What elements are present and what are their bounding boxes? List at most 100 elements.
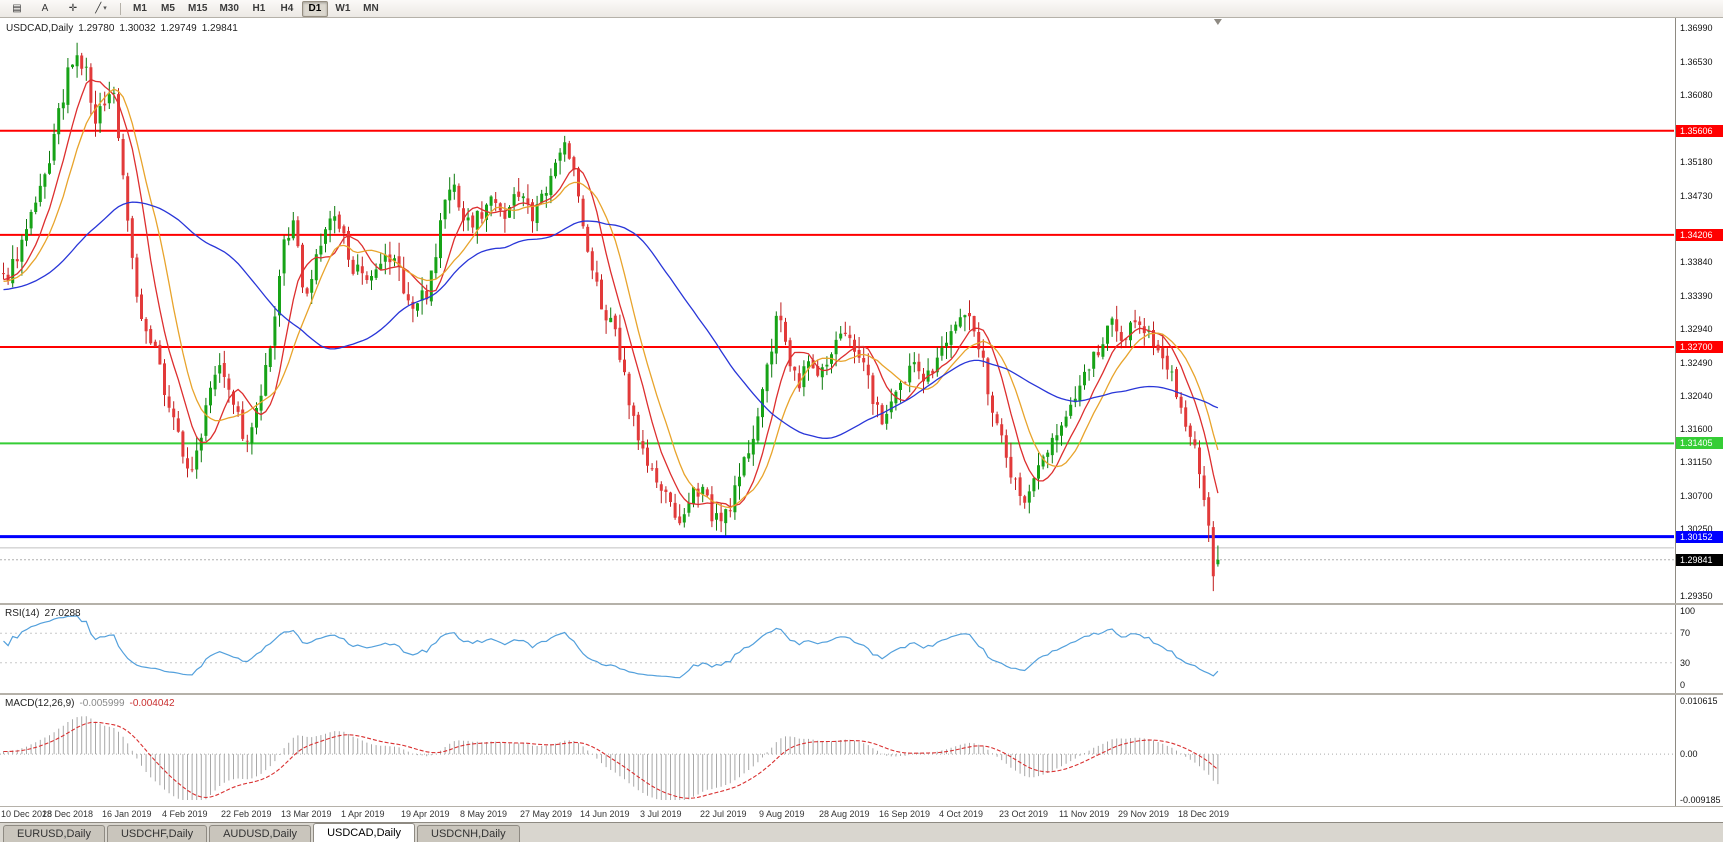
ma-fast-red xyxy=(3,78,1219,508)
down-candle-wicks xyxy=(3,52,1214,592)
macd-signal-value: -0.004042 xyxy=(129,698,175,709)
price-badge-support-blue: 1.30152 xyxy=(1676,530,1723,543)
line-tools-icon[interactable]: ╱ ▾ xyxy=(95,2,107,14)
time-axis-label: 10 Dec 2018 xyxy=(1,809,53,819)
time-axis-label: 1 Apr 2019 xyxy=(341,809,385,819)
macd-label: MACD(12,26,9) -0.005999 -0.004042 xyxy=(5,698,180,709)
time-axis[interactable]: 10 Dec 2018 28 Dec 2018 16 Jan 2019 4 Feb 2… xyxy=(0,807,1675,822)
price-axis-label: 1.33390 xyxy=(1680,290,1713,301)
time-axis-label: 22 Jul 2019 xyxy=(700,809,747,819)
price-axis-label: 1.32940 xyxy=(1680,324,1713,335)
macd-axis: 0.010615 0.00 -0.009185 xyxy=(1675,695,1723,806)
time-axis-label: 9 Aug 2019 xyxy=(759,809,805,819)
timeframe-W1[interactable]: W1 xyxy=(335,2,351,14)
timeframe-M15[interactable]: M15 xyxy=(188,2,208,14)
timeframe-MN[interactable]: MN xyxy=(363,2,379,14)
tab-usdchf[interactable]: USDCHF,Daily xyxy=(106,825,208,842)
time-axis-label: 13 Mar 2019 xyxy=(281,809,332,819)
chart-shift-marker[interactable] xyxy=(1213,19,1222,25)
time-axis-label: 18 Dec 2019 xyxy=(1178,809,1230,819)
price-axis-label: 1.35180 xyxy=(1680,157,1713,168)
price-badge-resistance-3: 1.32700 xyxy=(1676,340,1723,353)
toolbar-separator xyxy=(120,2,121,15)
time-axis-label: 11 Nov 2019 xyxy=(1059,809,1110,819)
rsi-axis-label: 70 xyxy=(1680,628,1691,639)
timeframe-H1[interactable]: H1 xyxy=(252,2,266,14)
time-axis-label: 23 Oct 2019 xyxy=(999,809,1049,819)
macd-title: MACD(12,26,9) xyxy=(5,698,75,709)
down-candle-bodies xyxy=(2,55,1215,577)
main-price-chart[interactable] xyxy=(0,18,1675,603)
price-badge-resistance-2: 1.34206 xyxy=(1676,228,1723,241)
rsi-indicator-panel[interactable] xyxy=(0,605,1675,693)
timeframe-H4[interactable]: H4 xyxy=(280,2,294,14)
chart-symbol-period: USDCAD,Daily xyxy=(6,23,74,34)
time-axis-label: 14 Jun 2019 xyxy=(580,809,630,819)
macd-signal-line xyxy=(3,721,1219,799)
time-axis-label: 4 Oct 2019 xyxy=(939,809,984,819)
time-axis-label: 16 Sep 2019 xyxy=(879,809,931,819)
rsi-line xyxy=(3,615,1219,679)
timeframe-D1[interactable]: D1 xyxy=(301,0,328,17)
macd-axis-label: -0.009185 xyxy=(1680,795,1721,805)
timeframe-button-group: M1 M5 M15 M30 H1 H4 D1 W1 MN xyxy=(126,0,385,17)
tab-usdcnh[interactable]: USDCNH,Daily xyxy=(417,825,520,842)
price-axis-label: 1.31150 xyxy=(1680,457,1712,468)
price-axis-label: 1.30250 xyxy=(1680,524,1713,535)
chart-title: USDCAD,Daily 1.29780 1.30032 1.29749 1.29841 xyxy=(6,23,243,34)
time-axis-label: 16 Jan 2019 xyxy=(102,809,152,819)
chart-tabs-bar: EURUSD,Daily USDCHF,Daily AUDUSD,Daily USDC… xyxy=(0,822,1723,842)
macd-axis-label: 0.00 xyxy=(1680,749,1698,760)
time-axis-separator xyxy=(0,806,1723,807)
price-axis-label: 1.31600 xyxy=(1680,423,1713,434)
dropdown-caret-icon: ▾ xyxy=(103,4,107,12)
timeframe-M5[interactable]: M5 xyxy=(161,2,175,14)
macd-main-value: -0.005999 xyxy=(79,698,125,709)
rsi-axis-label: 30 xyxy=(1680,657,1691,668)
bid-price-badge: 1.29841 xyxy=(1676,553,1723,566)
macd-indicator-panel[interactable] xyxy=(0,695,1675,806)
price-axis-label: 1.30700 xyxy=(1680,490,1713,501)
price-axis-label: 1.32490 xyxy=(1680,357,1713,368)
time-axis-label: 8 May 2019 xyxy=(460,809,508,819)
time-axis-label: 27 May 2019 xyxy=(520,809,573,819)
price-axis-label: 1.33840 xyxy=(1680,257,1713,268)
price-badge-resistance-1: 1.35606 xyxy=(1676,124,1723,137)
ohlc-close: 1.29841 xyxy=(201,23,238,34)
rsi-value: 27.0288 xyxy=(44,608,81,619)
time-axis-label: 22 Feb 2019 xyxy=(221,809,272,819)
tab-eurusd[interactable]: EURUSD,Daily xyxy=(3,825,105,842)
price-axis-label: 1.36080 xyxy=(1680,90,1713,101)
time-axis-label: 29 Nov 2019 xyxy=(1118,809,1170,819)
rsi-axis-label: 100 xyxy=(1680,606,1696,616)
time-axis-label: 28 Aug 2019 xyxy=(819,809,870,819)
tab-audusd[interactable]: AUDUSD,Daily xyxy=(209,825,312,842)
time-axis-label: 4 Feb 2019 xyxy=(162,809,208,819)
price-axis-label: 1.34730 xyxy=(1680,190,1713,201)
crosshair-icon[interactable]: ✛ xyxy=(68,2,78,14)
toolbar-icon-group: ▤ A ✛ ╱ ▾ xyxy=(3,1,115,17)
timeframe-M1[interactable]: M1 xyxy=(133,2,147,14)
ohlc-open: 1.29780 xyxy=(78,23,115,34)
tab-usdcad[interactable]: USDCAD,Daily xyxy=(313,823,416,842)
rsi-axis: 100 70 30 0 xyxy=(1675,605,1723,693)
price-axis[interactable]: 1.36990 1.36530 1.36080 1.35180 1.34730 1.338… xyxy=(1675,18,1723,603)
charts-grid-icon[interactable]: ▤ xyxy=(12,2,22,14)
price-axis-label: 1.29350 xyxy=(1680,591,1713,602)
macd-axis-label: 0.010615 xyxy=(1680,696,1718,706)
ma-mid-orange xyxy=(3,88,1219,509)
text-tool-icon[interactable]: A xyxy=(41,2,49,14)
panel-splitter-macd[interactable] xyxy=(0,693,1723,695)
ohlc-low: 1.29749 xyxy=(160,23,197,34)
toolbar: ▤ A ✛ ╱ ▾ M1 M5 M15 M30 H1 H4 D1 W1 MN xyxy=(0,0,1723,18)
panel-splitter-rsi[interactable] xyxy=(0,603,1723,605)
price-axis-label: 1.32040 xyxy=(1680,391,1713,402)
macd-histogram xyxy=(3,716,1219,800)
price-axis-label: 1.36530 xyxy=(1680,56,1713,67)
price-badge-support-green: 1.31405 xyxy=(1676,437,1723,450)
timeframe-M30[interactable]: M30 xyxy=(219,2,239,14)
ohlc-high: 1.30032 xyxy=(119,23,156,34)
ma-slow-blue xyxy=(3,201,1219,439)
rsi-label: RSI(14) 27.0288 xyxy=(5,608,86,619)
